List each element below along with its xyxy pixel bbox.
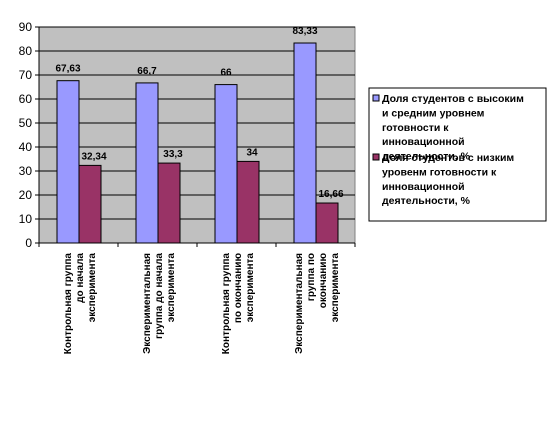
category-label-line: группа до начала — [154, 253, 165, 339]
category-label-1: Контрольная группа до начала эксперимента — [63, 253, 98, 355]
category-label-line: Контрольная группа — [221, 253, 232, 355]
legend-label-line: Доля студентов с низким — [382, 152, 514, 164]
data-label: 34 — [246, 147, 258, 158]
legend: Доля студентов с высоким и средним уровне… — [368, 87, 547, 222]
legend-label-line: уровенм готовности к — [382, 166, 497, 178]
bars — [56, 42, 339, 244]
category-label-line: эксперимента — [245, 253, 256, 323]
legend-label-line: инновационной — [382, 181, 465, 193]
y-axis: 0 10 20 30 40 50 60 70 80 90 — [19, 20, 356, 250]
data-label: 83,33 — [292, 26, 317, 37]
legend-label-line: Доля студентов с высоким — [382, 93, 524, 105]
category-label-line: эксперимента — [330, 253, 341, 323]
legend-label-line: инновационной — [382, 136, 465, 148]
y-tick-label: 30 — [19, 164, 33, 178]
category-labels: Контрольная группа до начала эксперимента Э… — [63, 253, 341, 355]
legend-swatch-1 — [372, 94, 380, 102]
category-label-line: по окончанию — [233, 253, 244, 324]
y-tick-label: 40 — [19, 140, 33, 154]
y-tick-label: 10 — [19, 212, 33, 226]
data-label: 66,7 — [137, 66, 157, 77]
y-tick-label: 70 — [19, 68, 33, 82]
legend-swatch-2 — [372, 153, 380, 161]
y-tick-label: 50 — [19, 116, 33, 130]
y-tick-label: 60 — [19, 92, 33, 106]
data-labels: 67,63 66,7 66 83,33 32,34 33,3 34 16,66 — [55, 26, 343, 200]
data-label: 16,66 — [318, 189, 343, 200]
legend-label-line: готовности к — [382, 122, 449, 134]
legend-box — [368, 87, 547, 222]
category-label-3: Контрольная группа по окончанию эксперимен… — [221, 253, 256, 355]
y-tick-label: 80 — [19, 44, 33, 58]
category-label-line: окончанию — [318, 253, 329, 309]
y-tick-label: 20 — [19, 188, 33, 202]
data-label: 67,63 — [55, 64, 80, 75]
category-label-line: группа по — [306, 253, 317, 301]
y-tick-label: 90 — [19, 20, 33, 34]
category-label-line: Экспериментальная — [142, 253, 153, 354]
y-tick-label: 0 — [25, 236, 32, 250]
category-label-line: эксперимента — [87, 253, 98, 323]
bar-high-medium-1 — [56, 80, 80, 244]
bar-low-3 — [236, 160, 260, 244]
legend-label-line: деятельности, % — [382, 151, 471, 163]
bar-low-1 — [78, 164, 102, 244]
category-label-line: до начала — [75, 253, 86, 303]
bar-low-4 — [315, 202, 339, 244]
bar-high-medium-4 — [293, 42, 317, 244]
category-label-line: эксперимента — [166, 253, 177, 323]
category-label-line: Контрольная группа — [63, 253, 74, 355]
data-label: 33,3 — [163, 149, 183, 160]
legend-label-line: деятельности, % — [382, 195, 471, 207]
bar-high-medium-3 — [214, 84, 238, 244]
data-label: 32,34 — [81, 151, 106, 162]
legend-label-line: и средним уровнем — [382, 107, 485, 119]
data-label: 66 — [220, 68, 232, 79]
category-label-line: Экспериментальная — [294, 253, 305, 354]
category-label-2: Экспериментальная группа до начала экспери… — [142, 253, 177, 354]
bar-low-2 — [157, 162, 181, 244]
category-label-4: Экспериментальная группа по окончанию экспе… — [294, 253, 341, 354]
bar-high-medium-2 — [135, 82, 159, 244]
